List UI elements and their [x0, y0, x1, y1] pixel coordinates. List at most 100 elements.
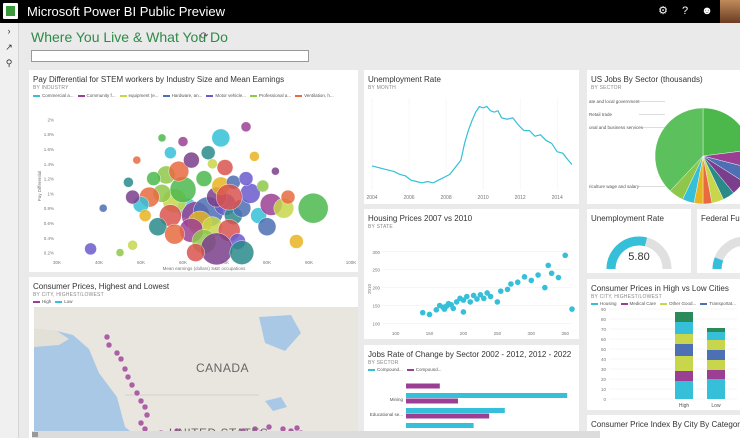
legend-item: equipment (e...	[119, 93, 159, 98]
pie-slice	[702, 151, 740, 166]
tile-housing-prices[interactable]: Housing Prices 2007 vs 2010 BY STATE 100…	[364, 209, 579, 339]
stack-segment	[675, 322, 693, 334]
city-marker[interactable]	[113, 349, 121, 357]
bubble	[238, 171, 254, 186]
data-point	[542, 284, 548, 291]
jobs-pie-chart: ate and local government Retail trade onal…	[589, 99, 740, 204]
city-marker[interactable]	[133, 389, 141, 397]
bubble	[229, 240, 255, 265]
bubble	[200, 145, 216, 160]
data-point	[545, 262, 552, 269]
bubble	[98, 203, 108, 213]
city-marker[interactable]	[103, 333, 111, 341]
tile-jobs-rate-of-change[interactable]: Jobs Rate of Change by Sector 2002 - 201…	[364, 345, 579, 438]
data-point	[450, 305, 457, 312]
data-point	[453, 299, 460, 305]
pie-slice	[654, 107, 704, 192]
y-tick-label: 20	[601, 377, 607, 382]
x-tick-label: 40K	[95, 260, 103, 265]
x-tick-label: 250	[494, 331, 502, 336]
y-tick-label: 300	[372, 250, 380, 255]
gear-icon[interactable]: ⚙	[658, 5, 668, 17]
bubble	[138, 209, 152, 222]
user-avatar[interactable]	[720, 0, 740, 23]
smiley-icon[interactable]: ☻	[701, 5, 713, 17]
category-label: Educational se...	[370, 412, 403, 417]
category-label: Mining	[390, 397, 404, 402]
city-marker[interactable]	[124, 373, 132, 381]
tile-federal-funds[interactable]: Federal Fu	[697, 209, 740, 273]
us-canada-map	[34, 307, 358, 438]
search-icon[interactable]: ⚲	[5, 58, 13, 68]
help-icon[interactable]: ?	[681, 5, 689, 17]
city-marker[interactable]	[137, 419, 145, 427]
data-point	[470, 292, 477, 299]
map-label-canada: CANADA	[196, 361, 250, 375]
y-tick-label: 70	[601, 327, 607, 332]
bubble	[164, 146, 177, 159]
horizontal-scrollbar[interactable]	[32, 431, 600, 438]
x-tick-label: 100K	[346, 260, 357, 265]
tile-cpi-by-city[interactable]: Consumer Price Index By City By Category	[587, 415, 740, 438]
bubble	[249, 151, 260, 162]
pie-label: riculture wage and salary	[589, 184, 640, 189]
bubble	[183, 151, 200, 169]
top-bar: Microsoft Power BI Public Preview ⚙ ? ☻	[0, 0, 740, 23]
dashboard-title: Where You Live & What You Do	[31, 29, 228, 45]
kpi-gauge	[606, 236, 672, 270]
y-tick-label: 0.2%	[44, 251, 54, 256]
refresh-icon[interactable]: ⟳	[200, 31, 209, 42]
city-marker[interactable]	[117, 355, 125, 363]
y-tick-label: 0.6%	[44, 221, 54, 226]
tile-title: Consumer Prices, Highest and Lowest	[33, 282, 170, 291]
bubble	[157, 133, 167, 143]
bar	[406, 408, 505, 413]
tile-stem-pay-differential[interactable]: Pay Differential for STEM workers by Ind…	[29, 70, 358, 272]
arrow-icon[interactable]: ↗	[5, 42, 13, 52]
data-point	[535, 272, 541, 278]
qa-input[interactable]	[31, 50, 309, 62]
bubble	[148, 217, 168, 236]
tile-unemployment-kpi[interactable]: Unemployment Rate 5.80	[587, 209, 691, 273]
expand-chevron-icon[interactable]: ›	[7, 26, 11, 36]
x-tick-label: 200	[460, 331, 468, 336]
y-axis-label: 2010	[367, 283, 372, 294]
tile-subtitle: BY SECTOR	[368, 360, 399, 366]
city-marker[interactable]	[105, 341, 113, 349]
data-point	[497, 288, 504, 294]
bubble	[164, 223, 185, 245]
housing-scatter-chart: 100 150 200 250 300 350 300 250 200 150 100 2010	[367, 250, 575, 336]
stack-segment	[707, 332, 725, 340]
data-point	[528, 277, 535, 284]
jobs-change-legend: Compound... Compound...	[368, 367, 442, 372]
legend-high: High	[33, 299, 51, 304]
tile-unemployment-rate[interactable]: Unemployment Rate BY MONTH 2004 2006 2008 2…	[364, 70, 579, 204]
city-marker[interactable]	[143, 411, 151, 419]
data-point	[569, 306, 575, 312]
tile-consumer-prices-cities[interactable]: Consumer Prices in High vs Low Cities BY…	[587, 279, 740, 410]
y-tick-label: 60	[601, 337, 607, 342]
tile-consumer-prices-map[interactable]: Consumer Prices, Highest and Lowest BY C…	[29, 277, 358, 438]
tile-us-jobs-by-sector[interactable]: US Jobs By Sector (thousands) BY SECTOR …	[587, 70, 740, 204]
series-line	[371, 105, 573, 184]
x-tick-label: 350	[561, 331, 569, 336]
tile-title: Unemployment Rate	[368, 75, 441, 84]
data-point	[504, 286, 511, 293]
bubble	[132, 155, 142, 165]
scroll-left-arrow-icon[interactable]	[32, 432, 38, 437]
stack-segment	[707, 350, 725, 360]
data-point	[521, 274, 528, 280]
bubble	[115, 248, 125, 257]
data-point	[487, 293, 494, 300]
city-marker[interactable]	[137, 397, 145, 405]
gauge-fill	[606, 236, 648, 270]
city-marker[interactable]	[128, 381, 136, 389]
bubble	[271, 166, 280, 176]
tile-title: Unemployment Rate	[591, 214, 664, 223]
stack-segment	[675, 371, 693, 381]
stack-segment	[707, 340, 725, 350]
city-marker[interactable]	[265, 423, 273, 431]
city-marker[interactable]	[141, 403, 149, 411]
bubble	[280, 189, 296, 205]
city-marker[interactable]	[121, 365, 129, 373]
